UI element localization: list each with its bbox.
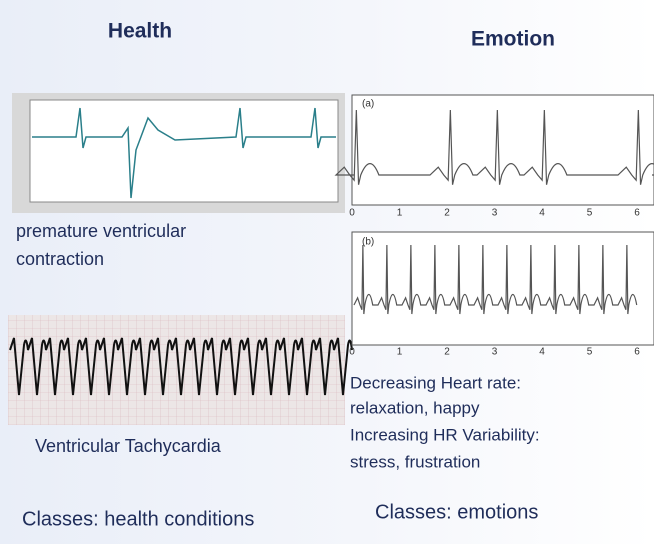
footer: Classes: emotions <box>375 501 538 523</box>
caption: relaxation, happy <box>350 398 480 417</box>
caption: premature ventricular <box>16 221 186 241</box>
caption: stress, frustration <box>350 452 480 471</box>
tick-label: 1 <box>397 347 403 358</box>
tick-label: 6 <box>634 347 640 358</box>
caption: contraction <box>16 249 104 269</box>
caption: Decreasing Heart rate: <box>350 373 521 392</box>
tick-label: 2 <box>444 208 450 219</box>
tick-label: 1 <box>397 208 403 219</box>
tick-label: 6 <box>634 208 640 219</box>
panel-label: (b) <box>362 237 374 248</box>
ecg-panel-a <box>336 95 654 205</box>
tick-label: 5 <box>587 347 593 358</box>
tick-label: 4 <box>539 208 545 219</box>
ecg-panel-b <box>352 232 654 345</box>
caption: Increasing HR Variability: <box>350 425 540 444</box>
emotion-title: Emotion <box>471 28 555 51</box>
tick-label: 3 <box>492 347 498 358</box>
health-title: Health <box>108 20 172 43</box>
panel-label: (a) <box>362 99 374 110</box>
tick-label: 3 <box>492 208 498 219</box>
tick-label: 4 <box>539 347 545 358</box>
caption: Ventricular Tachycardia <box>35 436 222 456</box>
tick-label: 0 <box>349 208 355 219</box>
tick-label: 0 <box>349 347 355 358</box>
slide: Health Emotion premature ventricular con… <box>0 0 654 544</box>
tick-label: 2 <box>444 347 450 358</box>
pvc-image <box>12 93 345 213</box>
vt-image <box>8 315 352 425</box>
tick-label: 5 <box>587 208 593 219</box>
footer: Classes: health conditions <box>22 508 254 530</box>
